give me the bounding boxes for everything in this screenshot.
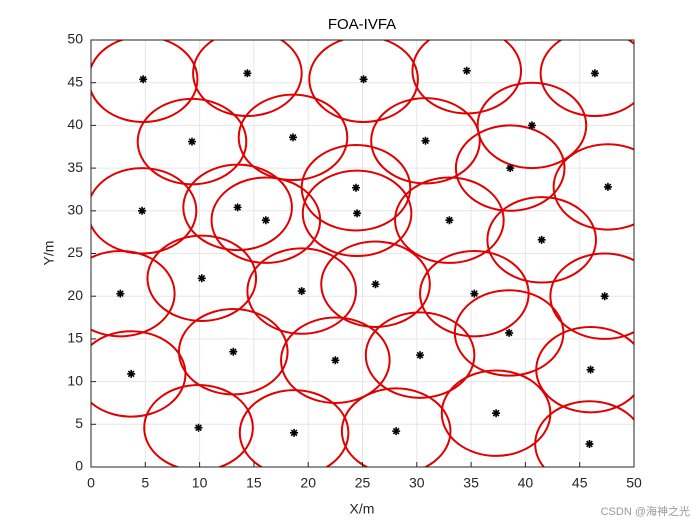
y-axis-label: Y/m [41,241,57,266]
node-marker [506,164,515,173]
coverage-circle [237,93,349,182]
coverage-circle [364,311,476,399]
coverage-circle [238,389,350,467]
node-marker [243,69,252,78]
nodes [116,66,612,448]
coverage-circle [549,252,634,340]
coverage-circle [320,240,431,328]
node-marker [353,209,362,218]
node-marker [421,136,430,145]
node-marker [505,328,514,337]
x-tick-label: 50 [626,475,642,491]
coverage-circles [91,40,634,467]
node-marker [359,75,368,84]
node-marker [331,356,340,365]
node-marker [187,137,196,146]
node-marker [116,289,125,298]
coverage-circle [552,143,634,231]
y-tick-label: 5 [75,415,83,431]
y-tick-label: 15 [67,330,83,346]
node-marker [470,289,479,298]
node-marker [229,347,238,356]
y-tick-label: 45 [67,73,83,89]
x-tick-label: 25 [355,475,371,491]
y-tick-label: 0 [75,458,83,474]
x-tick-label: 35 [463,475,479,491]
coverage-circle [300,144,412,232]
node-marker [416,351,425,360]
node-marker [445,216,454,225]
x-tick-label: 10 [192,475,208,491]
coverage-circle [534,400,634,467]
node-marker [127,369,136,378]
chart-title: FOA-IVFA [328,16,396,33]
node-marker [590,69,599,78]
node-marker [351,183,360,192]
x-tick-label: 40 [518,475,534,491]
y-tick-label: 25 [67,244,83,260]
x-axis-label: X/m [350,501,375,517]
x-tick-label: 0 [87,475,95,491]
node-marker [197,274,206,283]
y-tick-label: 50 [67,31,83,47]
node-marker [603,182,612,191]
node-marker [586,365,595,374]
coverage-circle [476,81,588,170]
coverage-circle [182,163,293,252]
x-tick-label: 20 [300,475,316,491]
coverage-circle [370,97,481,185]
coverage-circle [340,387,452,467]
coverage-circle [301,169,413,258]
x-tick-label: 5 [141,475,149,491]
node-marker [600,292,609,301]
node-marker [233,203,242,212]
node-marker [537,235,546,244]
y-tick-label: 20 [67,287,83,303]
node-marker [138,206,147,215]
y-tick-label: 40 [67,116,83,132]
node-marker [527,121,536,130]
watermark: CSDN @海神之光 [601,504,690,518]
coverage-circle [91,249,176,338]
node-marker [392,427,401,436]
coverage-circle [246,247,357,335]
node-marker [462,66,471,75]
coverage-circle [308,40,419,123]
node-marker [585,439,594,448]
coverage-circle [146,234,258,322]
coverage-circle [280,316,391,404]
node-marker [492,409,501,418]
y-tick-label: 35 [67,159,83,175]
coverage-circle [394,176,505,264]
y-tick-label: 10 [67,372,83,388]
coverage-circle [539,40,634,117]
x-tick-label: 30 [409,475,425,491]
node-marker [371,280,380,289]
coverage-circle [454,124,566,212]
coverage-circle [486,196,597,284]
ticks: 0 5 10 15 20 25 30 35 40 45 50 0 5 10 15 20 25 30 35 40 45 50 [67,31,642,491]
node-marker [194,423,203,432]
node-marker [139,75,148,84]
node-marker [288,133,297,142]
x-tick-label: 45 [572,475,588,491]
y-tick-label: 30 [67,202,83,218]
coverage-circle [143,384,254,467]
coverage-circle [192,40,303,117]
node-marker [297,287,306,296]
x-tick-label: 15 [246,475,262,491]
node-marker [290,428,299,437]
node-marker [261,216,270,225]
coverage-circle [535,325,634,414]
